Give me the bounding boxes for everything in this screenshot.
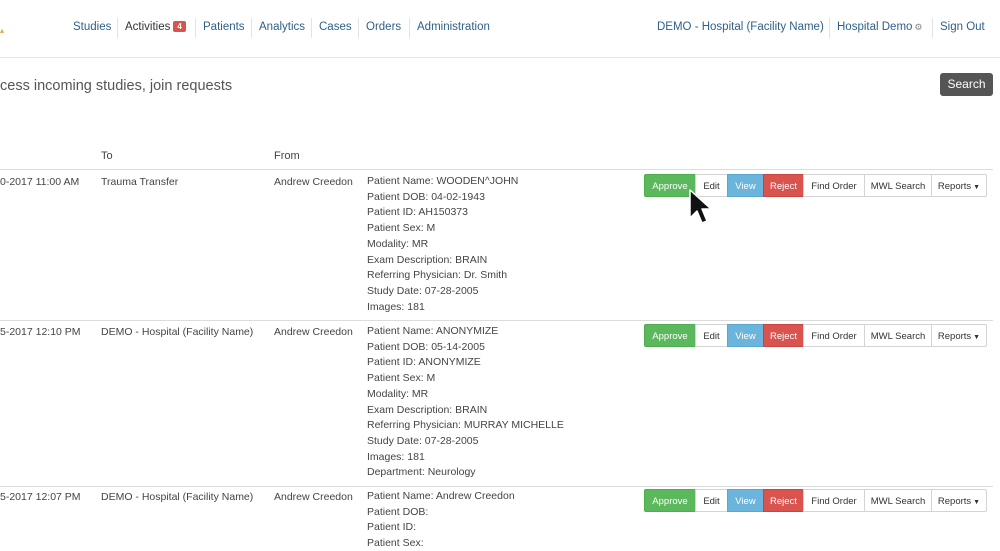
study-date: Study Date: 07-28-2005 xyxy=(367,284,479,297)
exam-description: Exam Description: BRAIN xyxy=(367,253,488,266)
find-order-button[interactable]: Find Order xyxy=(803,324,865,347)
reports-label: Reports xyxy=(937,181,972,192)
logo: ▴ xyxy=(0,26,5,35)
column-header-from: From xyxy=(274,150,300,162)
patient-id: Patient ID: AH150373 xyxy=(367,206,468,219)
top-navbar: ▴ Studies Activities 4 Patients Analytics… xyxy=(0,0,1000,58)
edit-button[interactable]: Edit xyxy=(695,489,728,512)
reject-button[interactable]: Reject xyxy=(763,324,804,347)
row-date: 5-2017 12:07 PM xyxy=(0,491,81,503)
modality: Modality: MR xyxy=(367,237,429,250)
nav-divider xyxy=(195,18,196,38)
images-count: Images: 181 xyxy=(367,450,425,463)
gear-icon: ⚙ xyxy=(914,22,923,32)
find-order-button[interactable]: Find Order xyxy=(803,174,865,197)
mouse-pointer-icon xyxy=(689,189,712,224)
activities-count-badge: 4 xyxy=(173,21,186,32)
mwl-search-button[interactable]: MWL Search xyxy=(864,174,932,197)
nav-orders[interactable]: Orders xyxy=(366,21,402,33)
patient-dob: Patient DOB: xyxy=(367,505,429,518)
nav-divider xyxy=(358,18,359,38)
row-from: Andrew Creedon xyxy=(274,176,353,188)
department: Department: Neurology xyxy=(367,466,476,479)
table-divider xyxy=(0,169,993,170)
nav-activities[interactable]: Activities 4 xyxy=(125,21,186,33)
table-divider xyxy=(0,320,993,321)
nav-patients[interactable]: Patients xyxy=(203,21,245,33)
patient-id: Patient ID: xyxy=(367,521,417,534)
patient-name: Patient Name: Andrew Creedon xyxy=(367,490,515,502)
reports-label: Reports xyxy=(937,331,972,342)
nav-activities-label: Activities xyxy=(125,21,171,33)
reports-dropdown[interactable]: Reports ▼ xyxy=(931,174,987,197)
nav-divider xyxy=(932,18,933,38)
nav-divider xyxy=(251,18,252,38)
row-date: 5-2017 12:10 PM xyxy=(0,326,81,338)
row-date: 0-2017 11:00 AM xyxy=(0,176,80,188)
row-to: Trauma Transfer xyxy=(101,176,179,188)
view-button[interactable]: View xyxy=(727,174,764,197)
patient-sex: Patient Sex: M xyxy=(367,372,436,385)
patient-sex: Patient Sex: M xyxy=(367,222,436,235)
patient-name: Patient Name: WOODEN^JOHN xyxy=(367,175,519,187)
caret-down-icon: ▼ xyxy=(973,334,981,341)
nav-divider xyxy=(311,18,312,38)
edit-button[interactable]: Edit xyxy=(695,324,728,347)
caret-down-icon: ▼ xyxy=(973,499,981,506)
reports-label: Reports xyxy=(937,496,972,507)
caret-down-icon: ▼ xyxy=(973,184,981,191)
row-to: DEMO - Hospital (Facility Name) xyxy=(101,491,254,503)
reject-button[interactable]: Reject xyxy=(763,489,804,512)
study-details: Patient Name: WOODEN^JOHN Patient DOB: 0… xyxy=(367,174,518,315)
nav-analytics[interactable]: Analytics xyxy=(259,21,306,33)
patient-dob: Patient DOB: 04-02-1943 xyxy=(367,190,485,203)
row-from: Andrew Creedon xyxy=(274,491,353,503)
row-action-buttons: Approve Edit View Reject Find Order MWL … xyxy=(644,324,987,347)
approve-button[interactable]: Approve xyxy=(644,174,696,197)
user-menu[interactable]: Hospital Demo ⚙ xyxy=(837,21,923,33)
reports-dropdown[interactable]: Reports ▼ xyxy=(931,324,987,347)
row-action-buttons: Approve Edit View Reject Find Order MWL … xyxy=(644,489,987,512)
modality: Modality: MR xyxy=(367,387,429,400)
patient-sex: Patient Sex: xyxy=(367,537,424,550)
column-header-to: To xyxy=(101,150,113,162)
study-details: Patient Name: Andrew Creedon Patient DOB… xyxy=(367,489,515,551)
find-order-button[interactable]: Find Order xyxy=(803,489,865,512)
page-subtitle: cess incoming studies, join requests xyxy=(0,78,233,94)
exam-description: Exam Description: BRAIN xyxy=(367,403,488,416)
facility-selector[interactable]: DEMO - Hospital (Facility Name) xyxy=(657,21,824,33)
patient-name: Patient Name: ANONYMIZE xyxy=(367,325,499,337)
view-button[interactable]: View xyxy=(727,324,764,347)
mwl-search-button[interactable]: MWL Search xyxy=(864,489,932,512)
table-divider xyxy=(0,486,993,487)
approve-button[interactable]: Approve xyxy=(644,324,696,347)
user-name: Hospital Demo xyxy=(837,21,913,33)
patient-dob: Patient DOB: 05-14-2005 xyxy=(367,340,485,353)
search-button[interactable]: Search xyxy=(940,73,993,96)
nav-divider xyxy=(409,18,410,38)
row-action-buttons: Approve Edit View Reject Find Order MWL … xyxy=(644,174,987,197)
nav-divider xyxy=(117,18,118,38)
nav-administration[interactable]: Administration xyxy=(417,21,490,33)
nav-cases[interactable]: Cases xyxy=(319,21,352,33)
referring-physician: Referring Physician: MURRAY MICHELLE xyxy=(367,419,564,432)
study-date: Study Date: 07-28-2005 xyxy=(367,434,479,447)
row-to: DEMO - Hospital (Facility Name) xyxy=(101,326,254,338)
study-details: Patient Name: ANONYMIZE Patient DOB: 05-… xyxy=(367,324,564,481)
patient-id: Patient ID: ANONYMIZE xyxy=(367,356,481,369)
row-from: Andrew Creedon xyxy=(274,326,353,338)
nav-studies[interactable]: Studies xyxy=(73,21,112,33)
reports-dropdown[interactable]: Reports ▼ xyxy=(931,489,987,512)
images-count: Images: 181 xyxy=(367,300,425,313)
sign-out-link[interactable]: Sign Out xyxy=(940,21,985,33)
referring-physician: Referring Physician: Dr. Smith xyxy=(367,269,508,282)
view-button[interactable]: View xyxy=(727,489,764,512)
reject-button[interactable]: Reject xyxy=(763,174,804,197)
nav-divider xyxy=(829,18,830,38)
approve-button[interactable]: Approve xyxy=(644,489,696,512)
mwl-search-button[interactable]: MWL Search xyxy=(864,324,932,347)
